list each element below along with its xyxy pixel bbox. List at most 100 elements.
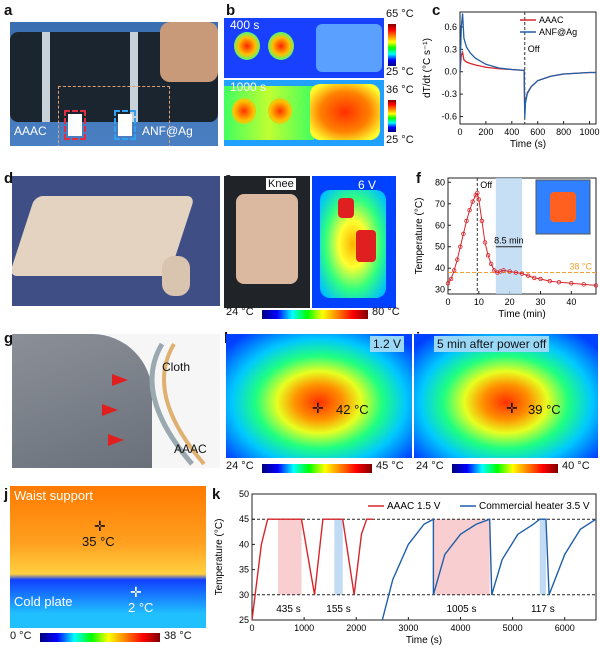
x-tick-label: 4000 [450, 623, 470, 633]
y-tick-label: 30 [435, 285, 445, 295]
data-point [455, 257, 460, 262]
x-tick-label: 400 [504, 127, 519, 137]
shirt [12, 334, 152, 468]
thermal-h: 1.2 V ✛ 42 °C [226, 334, 412, 458]
data-point [581, 282, 586, 287]
hot-spot [268, 98, 292, 124]
data-point [507, 269, 512, 274]
thermal-i: 5 min after power off ✛ 39 °C [414, 334, 598, 458]
colorbar-j [40, 633, 160, 642]
panel-letter-j: j [4, 486, 9, 503]
data-point [482, 240, 488, 245]
data-point [556, 279, 562, 285]
shoulder-photo: Cloth AAAC [12, 334, 220, 468]
data-point [467, 208, 472, 213]
time-label: 400 s [230, 18, 260, 32]
data-point [445, 281, 451, 286]
colorbar-e [262, 310, 368, 319]
y-tick-label: 35 [239, 565, 249, 575]
knee-label: Knee [266, 178, 296, 190]
x-tick-label: 800 [556, 127, 571, 137]
thermal-1000s: 1000 s [224, 80, 384, 146]
hot-spot [356, 230, 376, 262]
y-axis-label: Temperature (°C) [414, 198, 425, 275]
x-tick-label: 30 [535, 297, 545, 307]
shaded-interval [539, 519, 546, 595]
chart-k: 0 1000 2000 3000 4000 5000 6000 25 30 35 40 45 50 Tim… [214, 489, 597, 646]
interval-label: 1005 s [447, 604, 477, 615]
x-tick-label: 1000 [294, 623, 314, 633]
hand [160, 22, 218, 82]
colorbar-top [388, 24, 396, 66]
panel-letter-d: d [4, 170, 14, 187]
y-tick-label: 80 [435, 177, 445, 187]
x-tick-label: 200 [478, 127, 493, 137]
strap [130, 32, 138, 122]
x-tick-label: 6000 [555, 623, 575, 633]
temp-top: 35 °C [82, 534, 115, 549]
x-axis-label: Time (min) [498, 309, 545, 320]
hand-region [310, 84, 380, 140]
data-point [593, 283, 599, 288]
heat-arrow [102, 404, 118, 416]
aaac-label: AAAC [174, 442, 207, 456]
heater-zone [58, 86, 170, 146]
heat-arrow [108, 434, 124, 446]
cursor: ✛ [506, 400, 518, 416]
panel-letter-c: c [432, 2, 441, 19]
hot-spot [234, 32, 260, 60]
panel-letter-k: k [212, 486, 221, 503]
y-tick-label: 0.6 [444, 22, 457, 32]
caption: 5 min after power off [434, 336, 550, 352]
y-tick-label: 25 [239, 615, 249, 625]
y-tick-label: 60 [435, 220, 445, 230]
panel-letter-g: g [4, 330, 14, 347]
time-label: 1000 s [230, 80, 267, 94]
label-aaac: AAAC [14, 124, 47, 138]
x-tick-label: 40 [566, 297, 576, 307]
shaded-region [495, 178, 522, 294]
layer-curves [149, 342, 206, 466]
reference-label: 38 °C [569, 262, 592, 272]
cursor: ✛ [312, 400, 324, 416]
scale-min: 0 °C [10, 630, 32, 642]
off-label: Off [480, 180, 492, 190]
cold-plate-label: Cold plate [14, 594, 73, 609]
y-tick-label: 70 [435, 199, 445, 209]
cursor: ✛ [130, 584, 142, 600]
y-tick-label: 0.3 [444, 44, 457, 54]
x-tick-label: 2000 [346, 623, 366, 633]
data-point [485, 253, 491, 258]
legend-label: AAAC 1.5 V [387, 501, 441, 512]
scale-bottom-max: 36 °C [386, 84, 414, 96]
y-axis-label: dT/dt (°C s⁻¹) [422, 38, 433, 98]
temp-bottom: 2 °C [128, 600, 154, 615]
hot-spot [232, 98, 256, 124]
series-line [447, 191, 597, 286]
scale-min: 24 °C [416, 460, 444, 472]
y-tick-label: -0.3 [441, 89, 457, 99]
heat-arrow [112, 374, 128, 386]
knee-photo: Knee [224, 176, 310, 308]
y-tick-label: 50 [435, 242, 445, 252]
x-tick-label: 10 [474, 297, 484, 307]
inset-hot-spot [550, 192, 576, 222]
series-line-anf [459, 13, 596, 119]
series-line-heater [381, 518, 597, 621]
scale-max: 40 °C [562, 460, 590, 472]
data-point [458, 244, 463, 249]
x-tick-label: 0 [445, 297, 450, 307]
data-point [501, 268, 506, 273]
shaded-interval [433, 519, 490, 595]
voltage-label: 6 V [358, 178, 377, 192]
y-tick-label: -0.6 [441, 112, 457, 122]
panel-letter-a: a [4, 2, 13, 19]
x-axis-label: Time (s) [406, 635, 442, 646]
x-tick-label: 0 [457, 127, 462, 137]
thermal-j: Waist support ✛ 35 °C Cold plate ✛ 2 °C [10, 486, 206, 628]
data-point [532, 275, 537, 281]
heater-roll [162, 256, 190, 296]
interval-label: 117 s [531, 604, 555, 615]
legend-label: AAAC [539, 15, 564, 25]
x-tick-label: 20 [505, 297, 515, 307]
